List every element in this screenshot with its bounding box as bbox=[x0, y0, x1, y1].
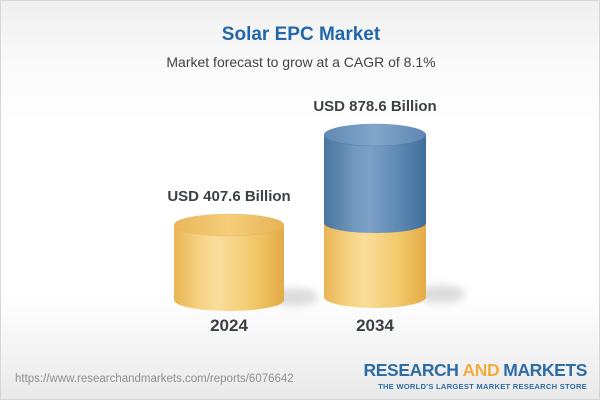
brand-logo: RESEARCH AND MARKETS THE WORLD'S LARGEST M… bbox=[363, 360, 588, 391]
category-label-2024: 2024 bbox=[210, 316, 248, 335]
cylinder-2034-growth-segment bbox=[323, 123, 427, 233]
value-label-2024: USD 407.6 Billion bbox=[167, 188, 291, 205]
logo-word-research: RESEARCH bbox=[363, 360, 459, 380]
report-url-link[interactable]: https://www.researchandmarkets.com/repor… bbox=[15, 373, 294, 385]
category-label-2034: 2034 bbox=[356, 316, 394, 335]
cylinder-2034 bbox=[323, 123, 427, 308]
brand-logo-wordmark: RESEARCH AND MARKETS bbox=[363, 360, 588, 380]
cylinder-2034-base-segment bbox=[324, 223, 426, 308]
page-subtitle: Market forecast to grow at a CAGR of 8.1… bbox=[166, 54, 436, 70]
logo-word-and: AND bbox=[462, 360, 500, 380]
cylinder-2024 bbox=[173, 213, 285, 311]
brand-logo-tagline: THE WORLD'S LARGEST MARKET RESEARCH STOR… bbox=[378, 381, 587, 391]
logo-word-markets: MARKETS bbox=[503, 360, 587, 380]
page-title: Solar EPC Market bbox=[221, 24, 381, 45]
shadow-2034 bbox=[417, 285, 465, 303]
value-label-2034: USD 878.6 Billion bbox=[313, 98, 437, 115]
